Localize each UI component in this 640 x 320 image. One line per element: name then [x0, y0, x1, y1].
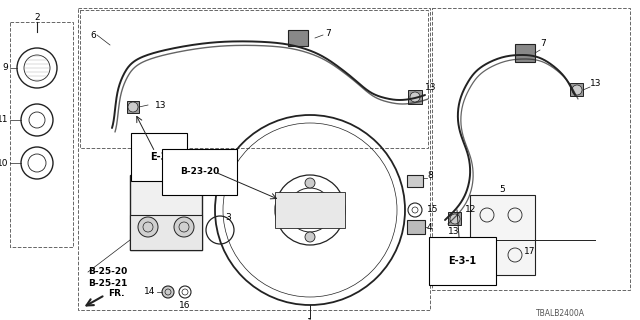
- Bar: [407, 175, 423, 187]
- Text: 12: 12: [465, 205, 476, 214]
- Bar: [470, 195, 535, 275]
- Text: 11: 11: [0, 116, 8, 124]
- Circle shape: [572, 85, 582, 95]
- Bar: [432, 8, 630, 290]
- Text: B-23-20: B-23-20: [180, 167, 220, 177]
- Circle shape: [278, 205, 288, 215]
- Bar: [407, 220, 425, 234]
- Bar: [78, 8, 430, 310]
- Circle shape: [450, 214, 460, 224]
- Circle shape: [305, 232, 315, 242]
- Bar: [10, 22, 73, 247]
- Bar: [275, 192, 345, 228]
- Text: E-3-1: E-3-1: [448, 256, 476, 266]
- Circle shape: [298, 198, 322, 222]
- Text: 16: 16: [179, 300, 191, 309]
- Bar: [408, 90, 422, 104]
- Text: 17: 17: [524, 247, 536, 257]
- Circle shape: [174, 217, 194, 237]
- Circle shape: [138, 217, 158, 237]
- Bar: [135, 157, 190, 177]
- Text: 7: 7: [540, 39, 546, 49]
- Bar: [130, 175, 202, 250]
- Text: 4: 4: [427, 222, 433, 231]
- Text: 13: 13: [425, 84, 436, 92]
- Text: 13: 13: [155, 100, 166, 109]
- Text: 3: 3: [225, 213, 231, 222]
- Bar: [570, 83, 583, 96]
- Text: 15: 15: [427, 205, 438, 214]
- Text: 13: 13: [590, 78, 602, 87]
- Text: 10: 10: [0, 158, 8, 167]
- Circle shape: [305, 178, 315, 188]
- Text: E-3: E-3: [150, 152, 168, 162]
- Circle shape: [332, 205, 342, 215]
- Text: B-25-20: B-25-20: [88, 268, 127, 276]
- Text: 5: 5: [499, 186, 505, 195]
- Bar: [127, 101, 139, 113]
- Text: 1: 1: [307, 318, 313, 320]
- Text: TBALB2400A: TBALB2400A: [536, 309, 585, 318]
- Text: 14: 14: [143, 287, 155, 297]
- Text: 13: 13: [448, 228, 460, 236]
- Bar: [448, 212, 461, 225]
- Text: 6: 6: [90, 30, 96, 39]
- Circle shape: [162, 286, 174, 298]
- Text: 9: 9: [3, 63, 8, 73]
- Text: B-25-21: B-25-21: [88, 279, 127, 289]
- Bar: [80, 10, 428, 148]
- Text: FR.: FR.: [108, 290, 125, 299]
- Text: 2: 2: [34, 13, 40, 22]
- Bar: [130, 215, 202, 250]
- Bar: [288, 30, 308, 46]
- Circle shape: [410, 92, 420, 102]
- Circle shape: [128, 102, 138, 112]
- Text: 8: 8: [427, 171, 433, 180]
- Text: 7: 7: [325, 28, 331, 37]
- Bar: [515, 44, 535, 62]
